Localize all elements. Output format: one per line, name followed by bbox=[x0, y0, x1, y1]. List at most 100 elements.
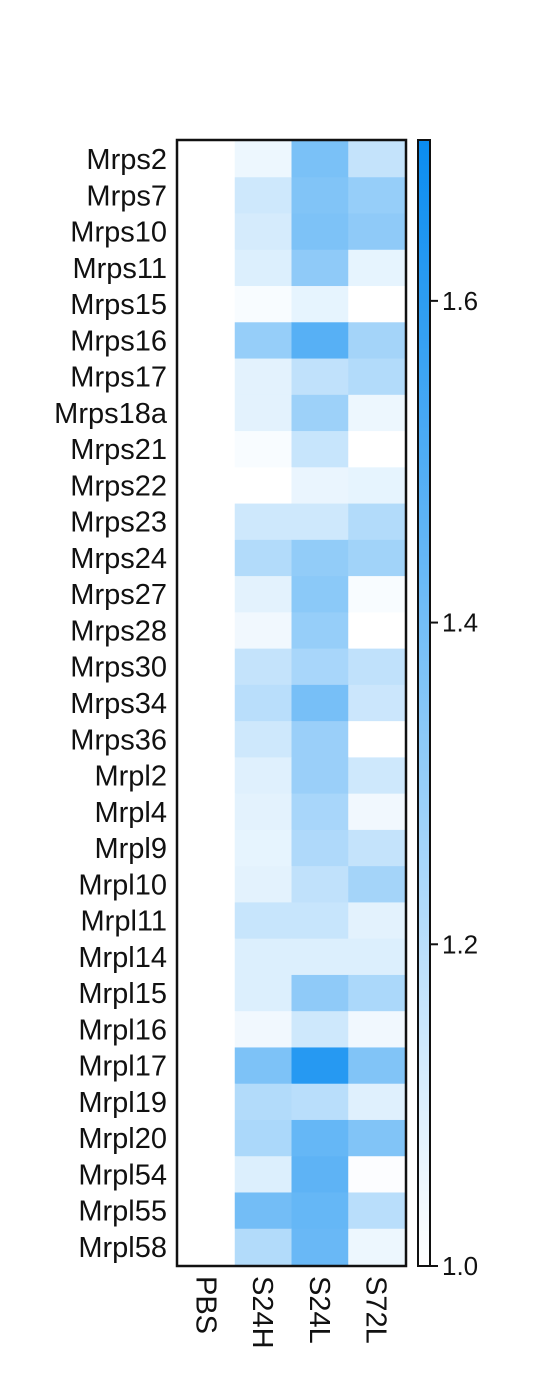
heatmap-cell-mrps18a-s24h bbox=[234, 394, 293, 432]
row-label: Mrpl14 bbox=[78, 942, 167, 974]
heatmap-cell-mrps23-s72l bbox=[348, 503, 406, 541]
heatmap-cell-mrps22-s24h bbox=[234, 467, 293, 505]
heatmap-cell-mrps24-s24h bbox=[234, 539, 293, 577]
colorbar-tick-label: 1.6 bbox=[442, 286, 478, 316]
heatmap-cell-mrps21-s24l bbox=[291, 431, 349, 468]
heatmap-cell-mrpl20-s24l bbox=[291, 1119, 349, 1157]
heatmap-cell-mrps30-s24h bbox=[234, 648, 293, 686]
row-label: Mrps24 bbox=[70, 543, 167, 575]
heatmap-cell-mrpl14-s72l bbox=[348, 938, 406, 976]
heatmap-cell-mrps23-s24h bbox=[234, 503, 293, 541]
heatmap-cell-mrps21-s24h bbox=[234, 431, 293, 468]
column-label: PBS bbox=[189, 1276, 221, 1334]
heatmap-cell-mrpl9-pbs bbox=[178, 829, 236, 867]
heatmap-cell-mrpl9-s24l bbox=[291, 829, 349, 867]
heatmap-cell-mrpl2-pbs bbox=[178, 757, 236, 795]
heatmap-cell-mrps34-s72l bbox=[348, 684, 406, 722]
heatmap-cell-mrps30-s72l bbox=[348, 648, 406, 686]
heatmap-cell-mrps21-s72l bbox=[348, 431, 406, 468]
row-label: Mrps2 bbox=[86, 144, 167, 176]
heatmap-cell-mrpl20-s72l bbox=[348, 1119, 406, 1157]
row-label: Mrps11 bbox=[72, 253, 167, 285]
heatmap-cell-mrps22-s24l bbox=[291, 467, 349, 505]
row-label: Mrpl58 bbox=[78, 1232, 167, 1264]
heatmap-cell-mrpl9-s72l bbox=[348, 829, 406, 867]
heatmap-cell-mrpl4-s72l bbox=[348, 793, 406, 831]
heatmap-cell-mrps36-s72l bbox=[348, 721, 406, 758]
heatmap-cell-mrps7-s24l bbox=[291, 177, 349, 215]
heatmap-cell-mrpl11-s24l bbox=[291, 902, 349, 940]
heatmap-cell-mrpl9-s24h bbox=[234, 829, 293, 867]
heatmap-cell-mrpl2-s24l bbox=[291, 757, 349, 795]
heatmap-cell-mrps11-s24l bbox=[291, 249, 349, 287]
heatmap-cell-mrpl15-s72l bbox=[348, 974, 406, 1012]
heatmap-cell-mrpl14-s24h bbox=[234, 938, 293, 976]
heatmap-cell-mrps17-s24h bbox=[234, 358, 293, 396]
heatmap-cell-mrps11-s72l bbox=[348, 249, 406, 287]
heatmap-cell-mrps27-s24h bbox=[234, 576, 293, 613]
row-label: Mrps18a bbox=[54, 398, 168, 430]
heatmap-cell-mrps10-s24l bbox=[291, 213, 349, 251]
heatmap-cell-mrpl14-s24l bbox=[291, 938, 349, 976]
colorbar-ticks: 1.0 1.2 1.4 1.6 bbox=[430, 286, 478, 1281]
heatmap-cell-mrps27-pbs bbox=[178, 576, 236, 613]
colorbar-tick-label: 1.4 bbox=[442, 608, 478, 638]
heatmap-frame bbox=[175, 138, 408, 1268]
heatmap-cell-mrps7-pbs bbox=[178, 177, 236, 215]
heatmap-cell-mrps27-s72l bbox=[348, 576, 406, 613]
row-label: Mrps21 bbox=[70, 434, 167, 466]
heatmap-cell-mrps24-s24l bbox=[291, 539, 349, 577]
row-label: Mrps7 bbox=[86, 180, 167, 212]
row-label: Mrps30 bbox=[70, 652, 167, 684]
heatmap-cell-mrpl17-s72l bbox=[348, 1047, 406, 1085]
heatmap-cell-mrps28-s72l bbox=[348, 612, 406, 650]
heatmap-cell-mrps2-s24l bbox=[291, 141, 349, 178]
heatmap-cell-mrps16-pbs bbox=[178, 322, 236, 360]
heatmap-cell-mrpl10-pbs bbox=[178, 866, 236, 904]
heatmap-cell-mrps24-pbs bbox=[178, 539, 236, 577]
heatmap-cell-mrpl2-s72l bbox=[348, 757, 406, 795]
colorbar bbox=[417, 139, 431, 1267]
heatmap-cell-mrps28-s24l bbox=[291, 612, 349, 650]
heatmap-cell-mrps34-pbs bbox=[178, 684, 236, 722]
heatmap-cell-mrpl4-s24h bbox=[234, 793, 293, 831]
row-label: Mrpl10 bbox=[78, 869, 167, 901]
heatmap-cell-mrps11-pbs bbox=[178, 249, 236, 287]
row-label: Mrpl2 bbox=[94, 761, 167, 793]
heatmap-cell-mrpl58-s24h bbox=[234, 1228, 293, 1266]
row-label: Mrpl17 bbox=[78, 1051, 167, 1083]
heatmap-cell-mrpl11-s24h bbox=[234, 902, 293, 940]
heatmap-cell-mrps16-s72l bbox=[348, 322, 406, 360]
colorbar-tick-label: 1.2 bbox=[442, 929, 478, 959]
heatmap-cell-mrps24-s72l bbox=[348, 539, 406, 577]
row-label: Mrps27 bbox=[70, 579, 167, 611]
row-label: Mrpl20 bbox=[78, 1123, 167, 1155]
heatmap-cell-mrps36-pbs bbox=[178, 721, 236, 758]
heatmap-cell-mrps18a-pbs bbox=[178, 394, 236, 432]
heatmap-cell-mrps15-s72l bbox=[348, 286, 406, 323]
heatmap-cell-mrps28-s24h bbox=[234, 612, 293, 650]
heatmap-cell-mrpl19-s24l bbox=[291, 1083, 349, 1121]
heatmap-cell-mrpl4-s24l bbox=[291, 793, 349, 831]
row-label: Mrps28 bbox=[70, 615, 167, 647]
heatmap-cell-mrpl15-s24l bbox=[291, 974, 349, 1012]
heatmap-cell-mrpl15-s24h bbox=[234, 974, 293, 1012]
heatmap-cell-mrpl54-s24l bbox=[291, 1156, 349, 1194]
row-label: Mrpl16 bbox=[78, 1014, 167, 1046]
heatmap-cell-mrps30-pbs bbox=[178, 648, 236, 686]
heatmap-cell-mrpl55-s24l bbox=[291, 1192, 349, 1230]
heatmap-cell-mrps23-s24l bbox=[291, 503, 349, 541]
row-label: Mrps23 bbox=[70, 507, 167, 539]
row-label: Mrps22 bbox=[70, 470, 167, 502]
row-label: Mrps15 bbox=[70, 289, 167, 321]
heatmap-cell-mrps15-pbs bbox=[178, 286, 236, 323]
heatmap-cell-mrpl54-s72l bbox=[348, 1156, 406, 1194]
heatmap-cell-mrps17-pbs bbox=[178, 358, 236, 396]
heatmap-cell-mrpl55-s72l bbox=[348, 1192, 406, 1230]
heatmap-cell-mrpl19-pbs bbox=[178, 1083, 236, 1121]
row-label: Mrps10 bbox=[70, 217, 167, 249]
heatmap-cell-mrpl10-s24l bbox=[291, 866, 349, 904]
heatmap-cell-mrps18a-s72l bbox=[348, 394, 406, 432]
row-label: Mrpl55 bbox=[78, 1196, 167, 1228]
